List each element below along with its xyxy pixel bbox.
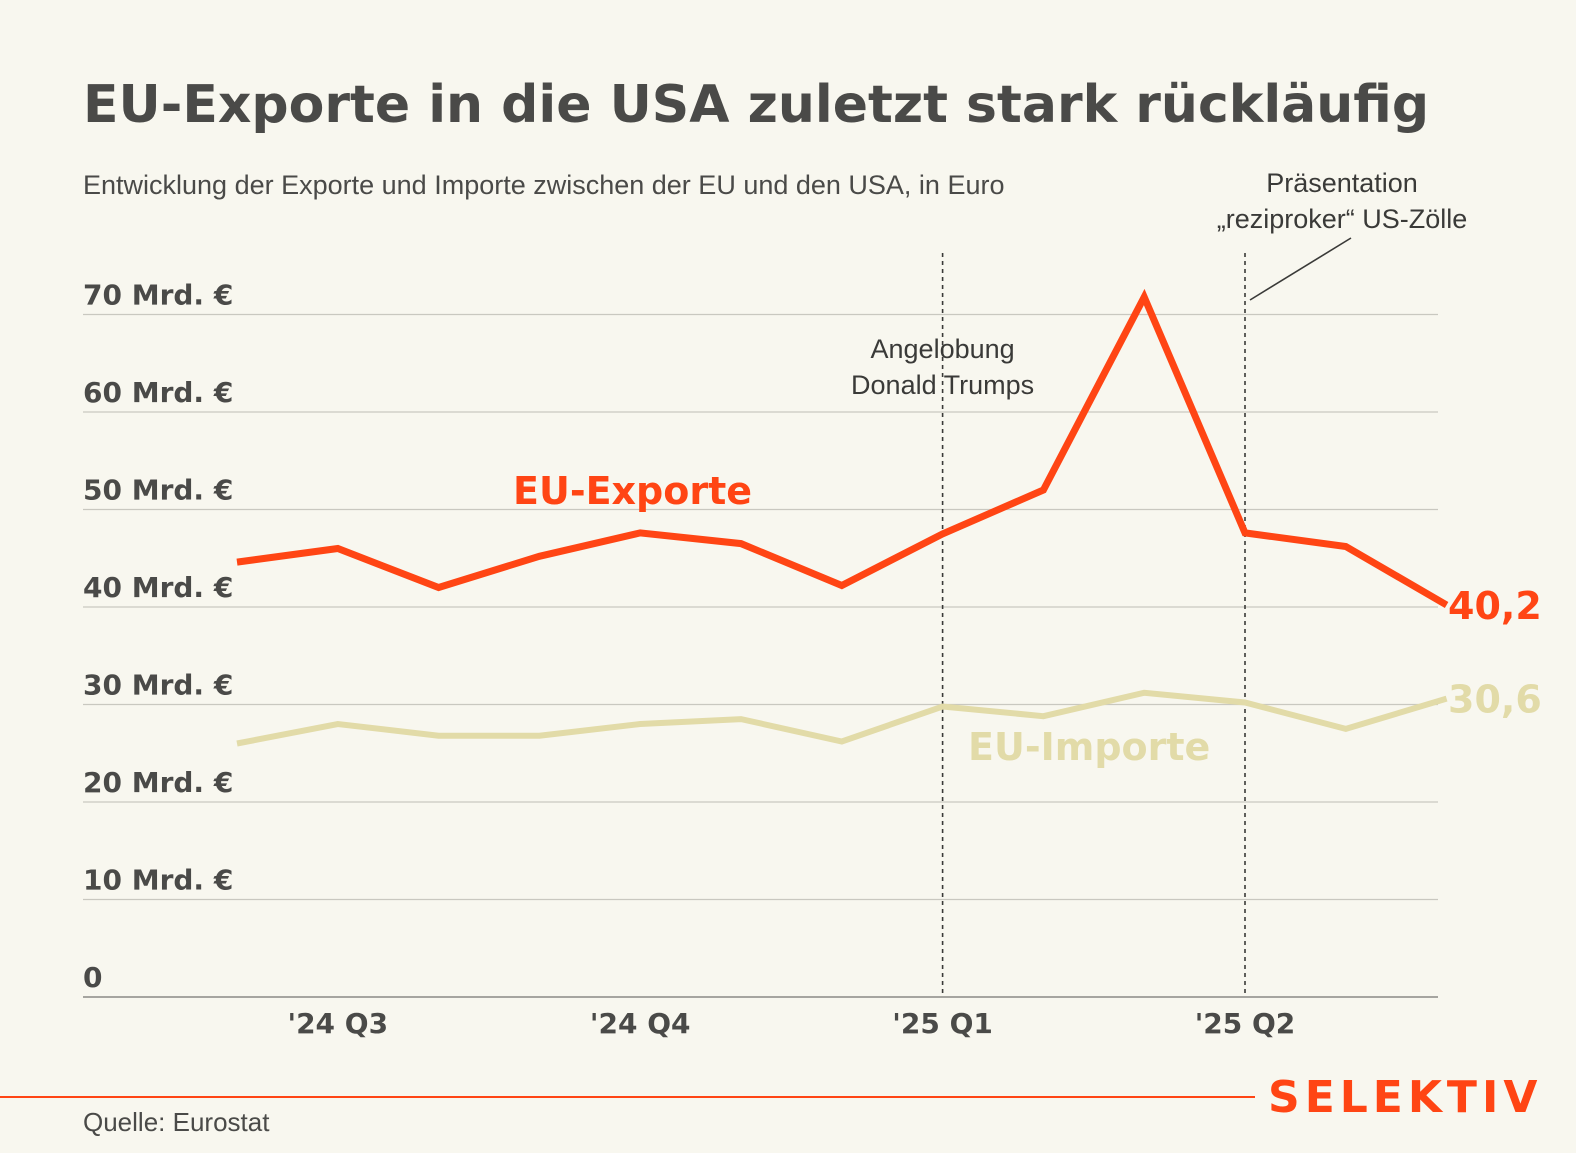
x-tick-label: '25 Q2 (1195, 1007, 1296, 1040)
y-tick-label: 20 Mrd. € (83, 766, 233, 799)
end-label-imports: 30,6 (1448, 678, 1542, 722)
series-line-imports (236, 689, 1448, 747)
series-line-exports (236, 288, 1449, 609)
chart-title: EU-Exporte in die USA zuletzt stark rück… (83, 75, 1429, 135)
y-tick-label: 50 Mrd. € (83, 474, 233, 507)
annotation-text-inauguration: Donald Trumps (851, 370, 1034, 400)
y-axis-ticks: 0 10 Mrd. € 20 Mrd. € 30 Mrd. € 40 Mrd. € 50 … (83, 279, 233, 995)
x-axis-ticks: '24 Q3 '24 Q4 '25 Q1 '25 Q2 (288, 1007, 1296, 1040)
chart-subtitle: Entwicklung der Exporte und Importe zwis… (83, 170, 1004, 200)
x-tick-label: '24 Q4 (590, 1007, 691, 1040)
series-label-exports: EU-Exporte (513, 469, 752, 513)
end-label-exports: 40,2 (1448, 584, 1542, 628)
gridlines (83, 313, 1438, 998)
annotation-text-inauguration: Angelobung (871, 334, 1015, 364)
y-tick-label: 10 Mrd. € (83, 864, 233, 897)
series-lines (236, 288, 1449, 747)
x-tick-label: '24 Q3 (288, 1007, 389, 1040)
y-tick-label: 70 Mrd. € (83, 279, 233, 312)
annotation-leader-line (1249, 237, 1352, 301)
annotation-text-tariffs: „reziproker“ US-Zölle (1217, 204, 1468, 234)
annotation-text-tariffs: Präsentation (1266, 168, 1418, 198)
brand-logo: SELEKTIV (1268, 1072, 1542, 1123)
source-note: Quelle: Eurostat (83, 1107, 270, 1137)
x-tick-label: '25 Q1 (892, 1007, 993, 1040)
y-tick-label: 40 Mrd. € (83, 571, 233, 604)
y-tick-label: 60 Mrd. € (83, 376, 233, 409)
annotations: Angelobung Donald Trumps Präsentation „rezi… (851, 168, 1467, 997)
y-tick-label: 30 Mrd. € (83, 669, 233, 702)
y-tick-label: 0 (83, 961, 102, 994)
series-label-imports: EU-Importe (968, 725, 1210, 769)
